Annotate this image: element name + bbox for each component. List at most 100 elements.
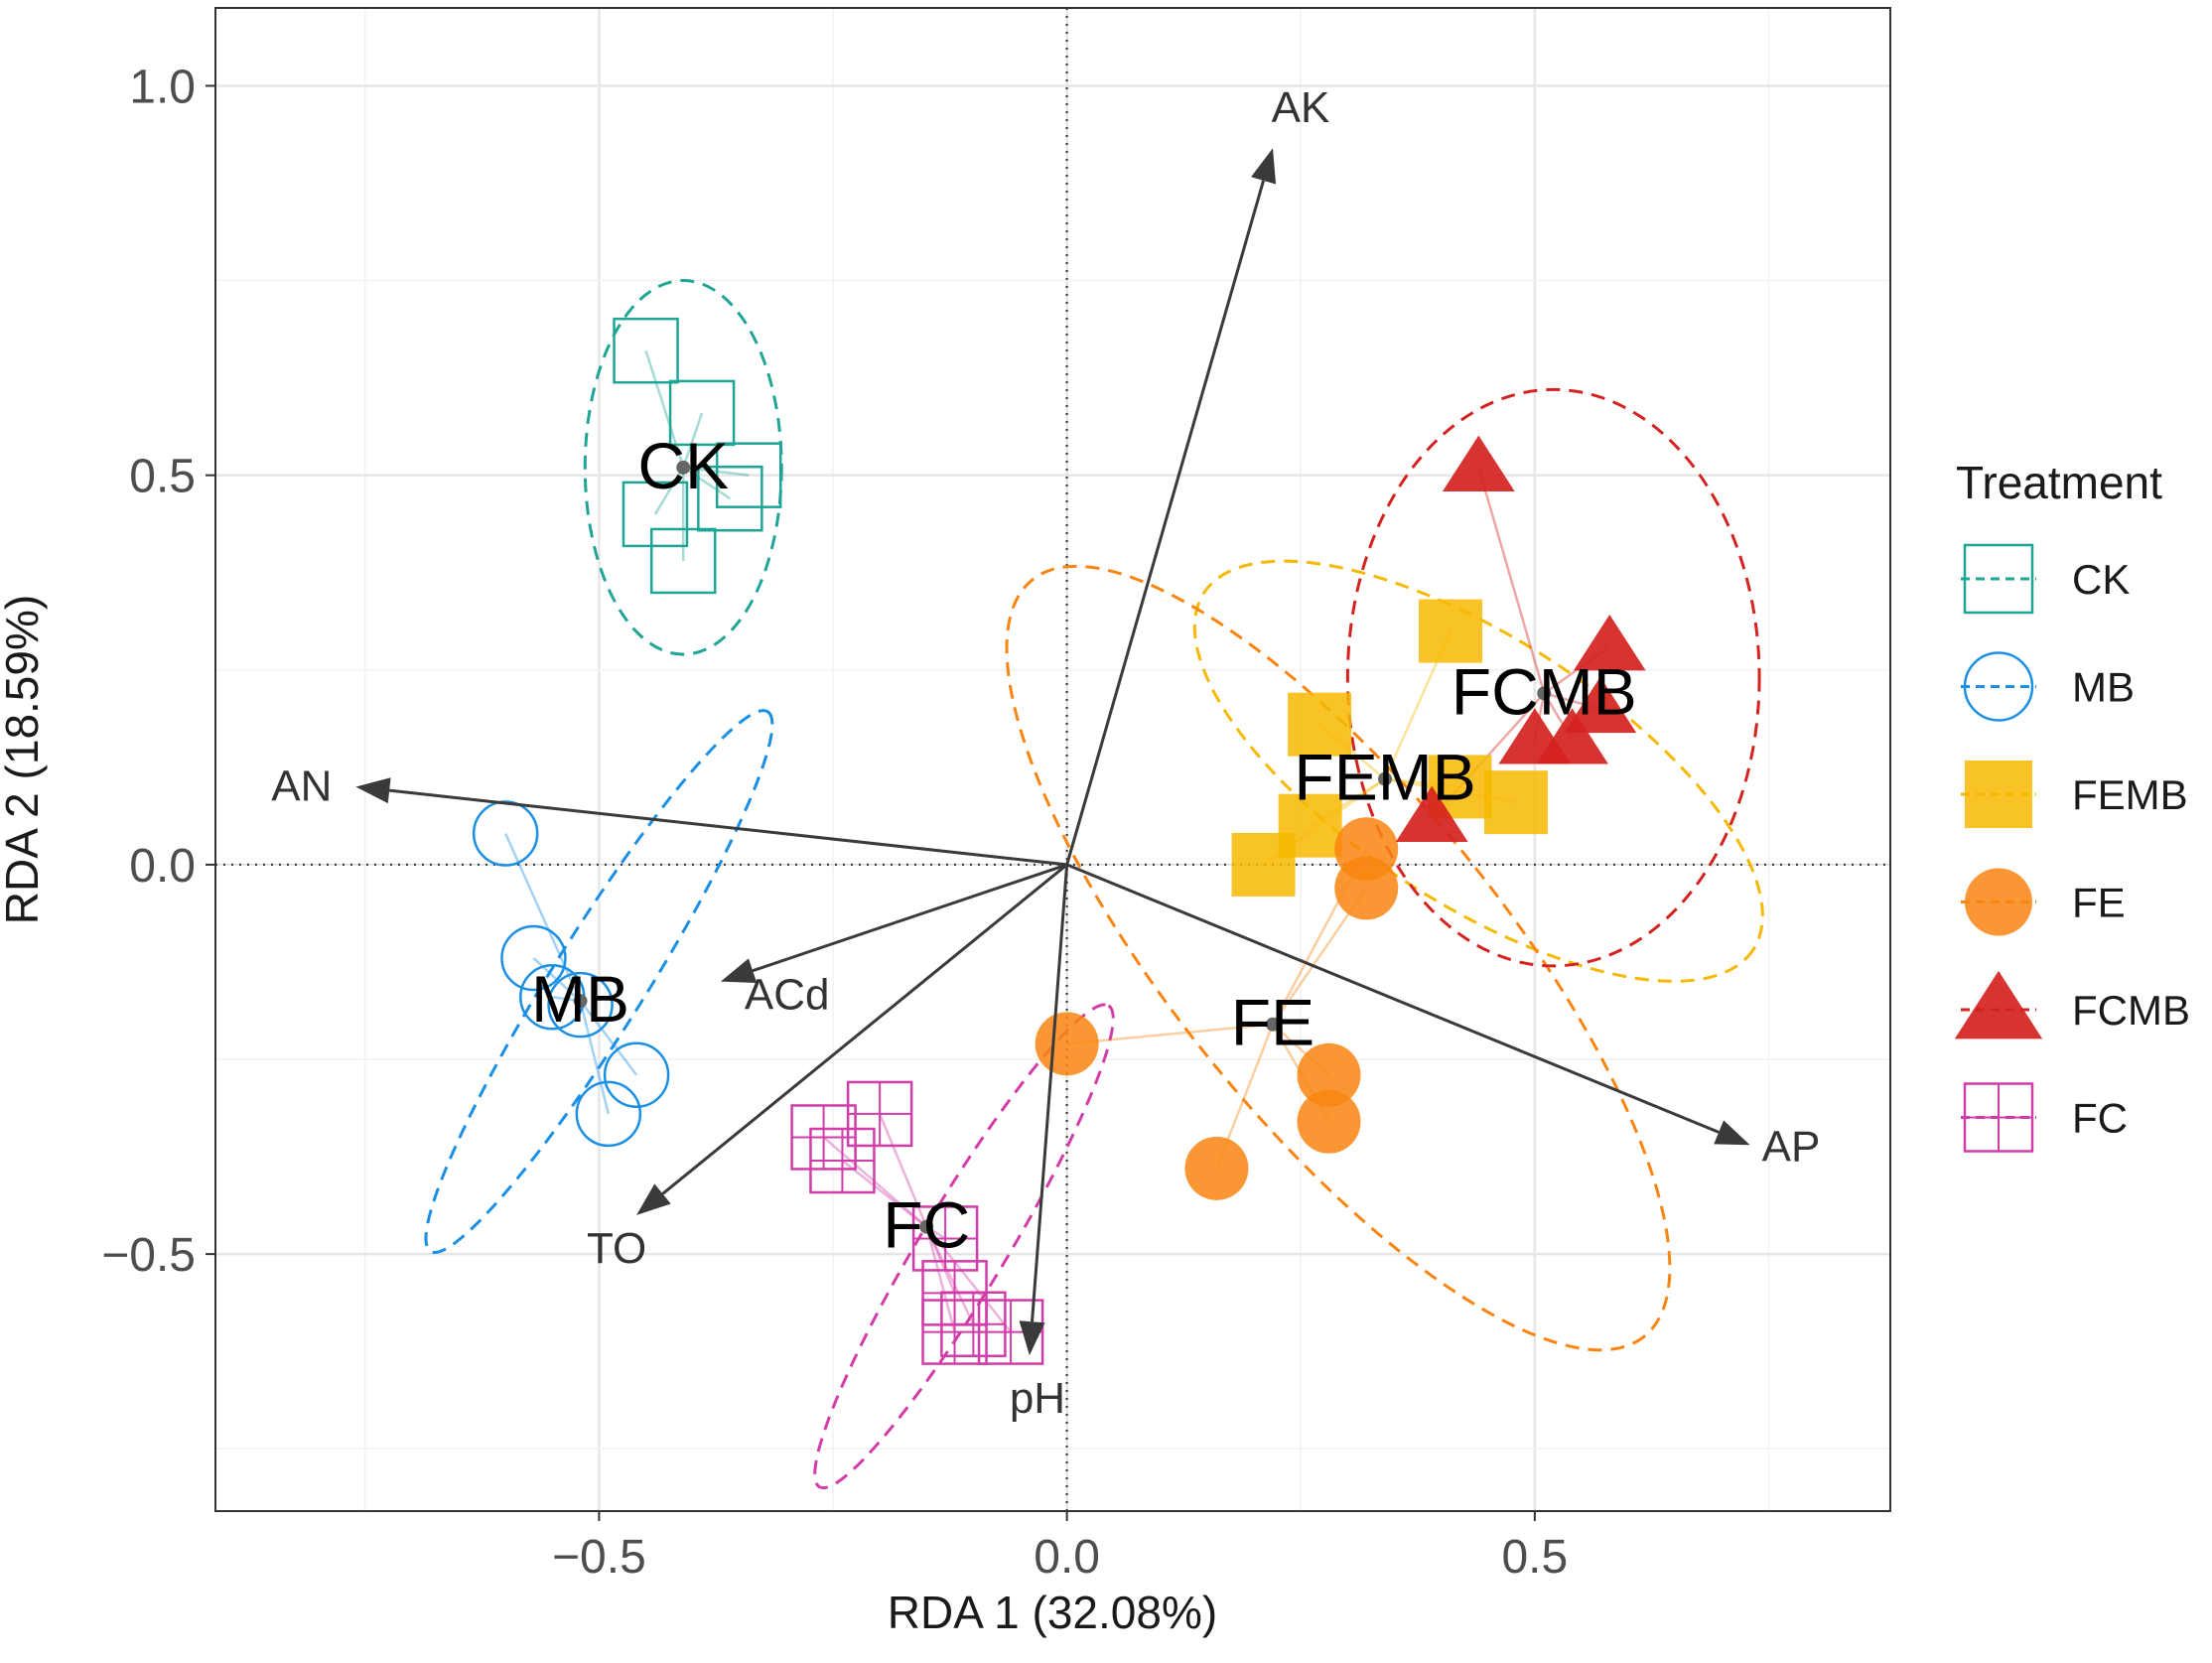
marker-shape [613,317,679,384]
ph-arrow-head [1019,1320,1045,1356]
ck-point [613,317,679,384]
marker-shape [1184,1136,1249,1200]
legend: Treatment CK MB FEMB FE FCMB FC [1954,457,2190,1153]
legend-title: Treatment [1956,457,2162,508]
marker-shape [547,971,614,1039]
marker-shape [1965,761,2032,828]
an-arrow-head [355,777,391,804]
to-arrow-head [636,1183,671,1215]
legend-item-fe: FE [1961,868,2126,936]
fe-point [1035,1012,1099,1076]
x-axis: −0.5 0.0 0.5 [552,1511,1568,1584]
x-axis-title: RDA 1 (32.08%) [888,1587,1217,1638]
legend-key-marker [1963,651,2034,722]
legend-items: CK MB FEMB FE FCMB FC [1954,543,2190,1153]
legend-item-fc: FC [1961,1082,2128,1153]
mb-point [603,1041,670,1108]
legend-item-fcmb: FCMB [1954,970,2190,1039]
legend-item-label: FE [2072,880,2126,926]
femb-point [1288,692,1352,757]
marker-shape [1954,970,2043,1039]
ph-arrow-line [1031,864,1069,1322]
fcmb-point [1564,676,1637,734]
fc-spider-line [925,1226,975,1325]
panel-background [215,8,1890,1511]
femb-point [1419,599,1483,663]
ck-point [715,442,782,508]
an-arrow-label: AN [271,762,332,810]
legend-item-label: MB [2072,664,2135,711]
fc-point [940,1291,1007,1357]
marker-shape [1035,1012,1099,1076]
femb-centroid-dot [1378,771,1393,786]
fcmb-point [1573,615,1646,671]
ck-point [697,465,763,532]
x-tick-label: 0.5 [1501,1531,1568,1584]
fc-point [790,1104,857,1171]
y-tick-label: 1.0 [129,61,196,113]
marker-shape [1231,832,1296,897]
legend-item-label: FCMB [2072,987,2190,1034]
femb-point [1231,832,1296,897]
ck-spider-line [682,412,704,469]
ck-spider-line [653,467,685,515]
panel-border [214,7,1891,1512]
fe-ellipse [1005,564,1672,1352]
legend-item-mb: MB [1961,651,2135,722]
ap-arrow-label: AP [1762,1122,1821,1171]
ph-arrow-label: pH [1010,1374,1065,1423]
marker-shape [1395,785,1468,842]
ck-spider-line [644,349,685,469]
marker-shape [1573,615,1646,671]
marker-shape [575,1080,642,1148]
y-axis-title: RDA 2 (18.59%) [0,595,48,924]
marker-shape [668,379,736,447]
mb-spider-line [504,833,582,1002]
fe-point [1334,856,1399,920]
legend-key-marker [1963,1082,2034,1153]
femb-ellipse [1192,559,1764,983]
y-tick-label: 0.5 [129,451,196,503]
legend-item-ck: CK [1961,543,2130,615]
confidence-ellipses [424,279,1764,1490]
x-tick-label: −0.5 [552,1531,646,1584]
mb-centroid-dot [573,994,588,1009]
fc-point [809,1127,876,1194]
mb-ellipse [424,709,774,1254]
marker-shape [1963,651,2034,722]
environmental-arrows: AK AN ACd TO pH AP [271,83,1820,1423]
y-tick-label: 0.0 [129,840,196,893]
legend-item-label: FEMB [2072,771,2188,818]
ck-centroid-dot [676,460,691,475]
mb-centroid-label: MB [531,962,629,1036]
legend-item-femb: FEMB [1961,761,2188,828]
marker-shape [1536,708,1608,764]
acd-arrow-head [720,958,758,984]
marker-shape [1288,692,1352,757]
femb-centroid-label: FEMB [1294,741,1475,814]
marker-shape [622,481,689,548]
mb-point [547,971,614,1039]
fc-centroid-dot [919,1219,934,1234]
marker-shape [500,924,567,992]
ck-spider-line [682,466,732,500]
ak-arrow-line [1065,180,1266,866]
x-tick-label: 0.0 [1034,1531,1100,1584]
marker-shape [649,527,717,595]
mb-spider-line [579,1000,611,1115]
femb-point [1484,770,1549,835]
y-axis: −0.5 0.0 0.5 1.0 [101,61,215,1282]
marker-shape [1442,435,1515,491]
ap-arrow-line [1066,863,1720,1134]
marker-shape [1334,856,1399,920]
mb-spider-line [579,1000,638,1076]
fcmb-point [1395,785,1468,842]
an-arrow-line [389,788,1067,867]
legend-key-marker [1954,970,2043,1039]
mb-point [575,1080,642,1148]
marker-shape [715,442,782,508]
y-tick-label: −0.5 [101,1229,196,1282]
fc-centroid-label: FC [883,1188,970,1262]
ak-arrow-label: AK [1272,83,1330,132]
